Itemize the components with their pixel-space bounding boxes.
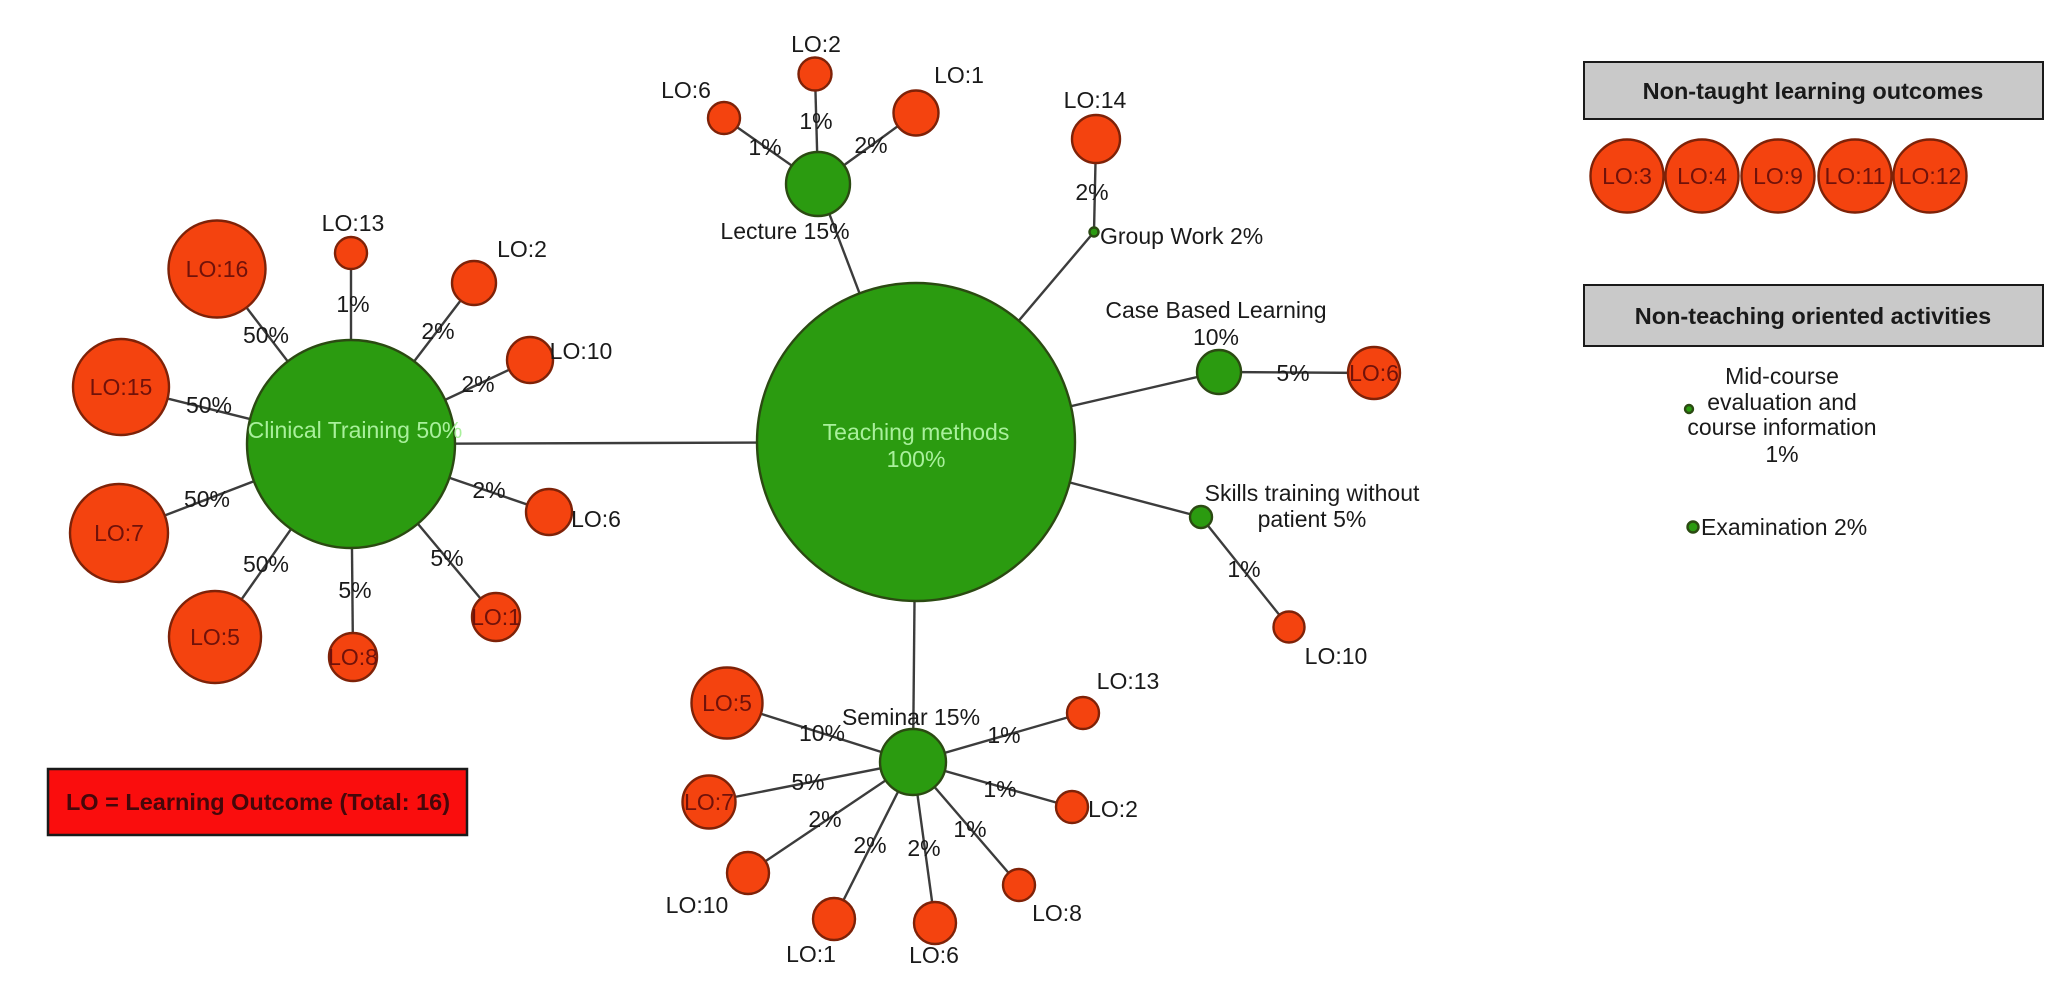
svg-text:5%: 5%: [1276, 360, 1309, 386]
svg-text:Non-teaching oriented activiti: Non-teaching oriented activities: [1635, 303, 1991, 329]
svg-text:2%: 2%: [1075, 179, 1108, 205]
svg-text:LO:15: LO:15: [90, 374, 153, 400]
svg-text:Non-taught learning outcomes: Non-taught learning outcomes: [1643, 78, 1984, 104]
svg-text:2%: 2%: [853, 832, 886, 858]
svg-text:5%: 5%: [791, 769, 824, 795]
svg-text:5%: 5%: [430, 545, 463, 571]
svg-text:Case Based Learning: Case Based Learning: [1105, 297, 1326, 323]
svg-text:LO:14: LO:14: [1064, 87, 1127, 113]
svg-text:LO:7: LO:7: [684, 789, 734, 815]
svg-text:LO:6: LO:6: [571, 506, 621, 532]
svg-text:LO:2: LO:2: [791, 31, 841, 57]
svg-text:LO:9: LO:9: [1753, 163, 1803, 189]
svg-text:LO:1: LO:1: [934, 62, 984, 88]
svg-text:evaluation and: evaluation and: [1707, 389, 1857, 415]
svg-text:LO:16: LO:16: [186, 256, 249, 282]
svg-text:1%: 1%: [799, 108, 832, 134]
svg-text:LO:2: LO:2: [497, 236, 547, 262]
svg-text:LO:8: LO:8: [1032, 900, 1082, 926]
svg-text:Mid-course: Mid-course: [1725, 363, 1839, 389]
svg-text:LO:13: LO:13: [1097, 668, 1160, 694]
svg-text:1%: 1%: [1227, 556, 1260, 582]
svg-text:LO:1: LO:1: [786, 941, 836, 967]
svg-text:course information: course information: [1687, 414, 1876, 440]
svg-text:2%: 2%: [808, 806, 841, 832]
svg-text:1%: 1%: [953, 816, 986, 842]
svg-text:LO:6: LO:6: [1349, 360, 1399, 386]
svg-text:Teaching methods: Teaching methods: [823, 419, 1010, 445]
svg-text:LO:13: LO:13: [322, 210, 385, 236]
svg-text:LO:12: LO:12: [1899, 163, 1962, 189]
svg-text:Lecture 15%: Lecture 15%: [720, 218, 849, 244]
svg-text:10%: 10%: [1193, 324, 1239, 350]
svg-text:1%: 1%: [336, 291, 369, 317]
svg-text:10%: 10%: [799, 720, 845, 746]
svg-text:LO:6: LO:6: [661, 77, 711, 103]
svg-text:Clinical Training 50%: Clinical Training 50%: [248, 417, 463, 443]
svg-text:LO:1: LO:1: [471, 604, 521, 630]
svg-text:LO:2: LO:2: [1088, 796, 1138, 822]
svg-text:2%: 2%: [907, 835, 940, 861]
svg-text:50%: 50%: [243, 322, 289, 348]
svg-text:50%: 50%: [243, 551, 289, 577]
svg-text:LO:5: LO:5: [702, 690, 752, 716]
svg-text:2%: 2%: [472, 477, 505, 503]
svg-text:2%: 2%: [421, 318, 454, 344]
svg-text:LO = Learning Outcome (Total:: LO = Learning Outcome (Total: 16): [66, 789, 450, 815]
svg-text:LO:11: LO:11: [1825, 163, 1886, 189]
svg-text:LO:10: LO:10: [550, 338, 613, 364]
svg-text:LO:8: LO:8: [328, 644, 378, 670]
svg-text:5%: 5%: [338, 577, 371, 603]
svg-text:Group Work 2%: Group Work 2%: [1100, 223, 1263, 249]
svg-text:LO:5: LO:5: [190, 624, 240, 650]
svg-text:2%: 2%: [461, 371, 494, 397]
svg-text:100%: 100%: [887, 446, 946, 472]
svg-text:LO:3: LO:3: [1602, 163, 1652, 189]
svg-text:LO:7: LO:7: [94, 520, 144, 546]
svg-text:LO:10: LO:10: [666, 892, 729, 918]
svg-text:50%: 50%: [184, 486, 230, 512]
svg-text:2%: 2%: [854, 132, 887, 158]
svg-text:LO:6: LO:6: [909, 942, 959, 968]
svg-text:LO:10: LO:10: [1305, 643, 1368, 669]
svg-text:Seminar 15%: Seminar 15%: [842, 704, 980, 730]
svg-text:Skills training without: Skills training without: [1205, 480, 1420, 506]
svg-text:patient 5%: patient 5%: [1258, 506, 1367, 532]
svg-text:1%: 1%: [983, 776, 1016, 802]
svg-text:50%: 50%: [186, 392, 232, 418]
svg-text:LO:4: LO:4: [1677, 163, 1727, 189]
svg-text:Examination 2%: Examination 2%: [1701, 514, 1867, 540]
svg-text:1%: 1%: [987, 722, 1020, 748]
svg-text:1%: 1%: [1765, 441, 1798, 467]
svg-text:1%: 1%: [748, 134, 781, 160]
